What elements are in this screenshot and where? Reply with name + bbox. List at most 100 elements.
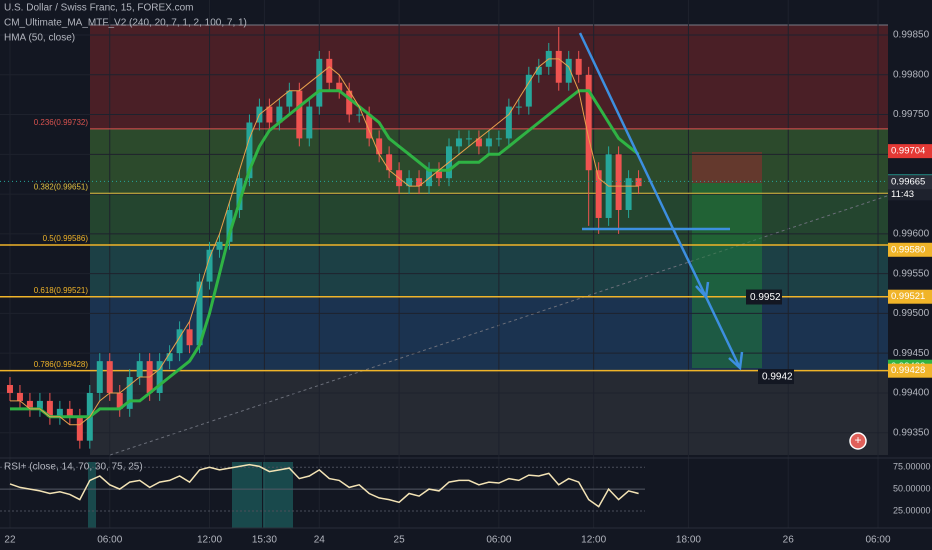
candle-body <box>475 138 482 147</box>
candle-body <box>465 138 472 140</box>
candle-body <box>156 361 163 393</box>
candle-body <box>306 106 313 139</box>
symbol-title: U.S. Dollar / Swiss Franc, 15, FOREX.com <box>4 3 194 14</box>
candle-body <box>276 106 283 123</box>
candle-body <box>206 249 213 282</box>
price-label-box <box>888 242 932 257</box>
series-line <box>10 58 639 426</box>
fib-label: 0.618(0.99521) <box>34 286 89 295</box>
candle-body <box>525 74 532 107</box>
annotation-box <box>746 289 782 305</box>
y-tick-label: 0.99500 <box>893 308 930 319</box>
candle-body <box>585 74 592 171</box>
y-tick-label: 0.99400 <box>893 388 930 399</box>
add-button[interactable] <box>849 432 867 450</box>
candle-body <box>56 408 63 417</box>
series-line <box>10 89 640 419</box>
price-label-box <box>888 363 932 378</box>
price-plot: 0.236(0.99732) 0.382(0.99651) 0.5(0.99586)… <box>0 0 888 528</box>
fib-label: 0.786(0.99428) <box>34 360 89 369</box>
candle-body <box>495 138 502 140</box>
price-label-box <box>888 144 932 159</box>
x-tick-label: 25 <box>394 535 406 546</box>
candle-body <box>535 66 542 75</box>
candle-body <box>26 400 33 409</box>
rsi-plot <box>0 463 645 512</box>
candle-body <box>166 353 173 362</box>
candle-body <box>376 138 383 155</box>
candle-body <box>366 114 373 139</box>
x-tick-label: 06:00 <box>486 535 511 546</box>
candle-body <box>515 106 522 108</box>
candle-body <box>455 138 462 147</box>
y-tick-label: 0.99550 <box>893 268 930 279</box>
candle-body <box>176 329 183 354</box>
candle-body <box>196 281 203 346</box>
candle-body <box>575 58 582 75</box>
candle-body <box>595 170 602 218</box>
y-tick-label: 0.99350 <box>893 427 930 438</box>
y-tick-label: 25.00000 <box>893 505 931 515</box>
fib-label: 0.236(0.99732) <box>34 118 89 127</box>
series-line <box>9 463 639 508</box>
candle-body <box>565 58 572 83</box>
y-tick-label: 50.00000 <box>893 484 931 494</box>
candle-body <box>76 416 83 441</box>
draw-line <box>578 32 678 236</box>
rsi-highlight <box>88 462 96 528</box>
indicator-title: CM_Ultimate_MA_MTF_V2 (240, 20, 7, 1, 2,… <box>4 18 247 29</box>
y-tick-label: 75.00000 <box>893 462 931 472</box>
x-tick-label: 06:00 <box>97 535 122 546</box>
candle-body <box>615 154 622 210</box>
stop-zone <box>692 152 762 183</box>
x-tick-label: 12:00 <box>197 535 222 546</box>
fib-zone <box>90 25 888 129</box>
y-tick-label: 0.99850 <box>893 30 930 41</box>
y-tick-label: 0.99600 <box>893 229 930 240</box>
price-label: 0.99665 <box>891 177 925 188</box>
draw-arrow <box>674 234 708 298</box>
candle-body <box>555 50 562 83</box>
candle-body <box>286 90 293 107</box>
candle-body <box>386 154 393 171</box>
candle-body <box>336 82 343 91</box>
rsi-highlight <box>232 462 262 528</box>
candle-body <box>46 400 53 417</box>
candle-body <box>126 377 133 409</box>
annotation-box <box>758 369 794 385</box>
candle-body <box>16 392 23 401</box>
candle-body <box>436 170 443 179</box>
add-icon[interactable]: + <box>854 433 861 447</box>
draw-arrow <box>704 296 742 369</box>
x-tick-label: 22 <box>4 535 16 546</box>
price-label-box <box>888 175 932 190</box>
countdown: 11:43 <box>891 189 914 200</box>
x-tick-label: 12:00 <box>581 535 606 546</box>
price-label: 0.99428 <box>891 365 925 376</box>
candle-body <box>246 122 253 179</box>
candle-body <box>505 106 512 139</box>
candle-body <box>106 361 113 393</box>
candle-body <box>625 178 632 210</box>
candle-body <box>226 210 233 242</box>
candle-body <box>266 106 273 123</box>
candle-body <box>635 178 642 187</box>
y-tick-label: 0.99750 <box>893 109 930 120</box>
candle-body <box>116 392 123 409</box>
candle-body <box>136 361 143 378</box>
countdown-box <box>888 188 932 201</box>
x-tick-label: 15:30 <box>252 535 277 546</box>
drawing <box>578 32 744 371</box>
arrow-head <box>728 351 744 371</box>
fib-label: 0.5(0.99586) <box>43 234 89 243</box>
candle-body <box>485 138 492 147</box>
candle-body <box>236 178 243 210</box>
candle-body <box>216 241 223 250</box>
annotation-label: 0.9952 <box>750 292 781 303</box>
candle-body <box>406 178 413 187</box>
x-tick-label: 18:00 <box>676 535 701 546</box>
rsi-title: RSI+ (close, 14, 70, 30, 75, 25) <box>4 462 143 473</box>
y-tick-label: 0.99800 <box>893 69 930 80</box>
candle-body <box>356 114 363 116</box>
